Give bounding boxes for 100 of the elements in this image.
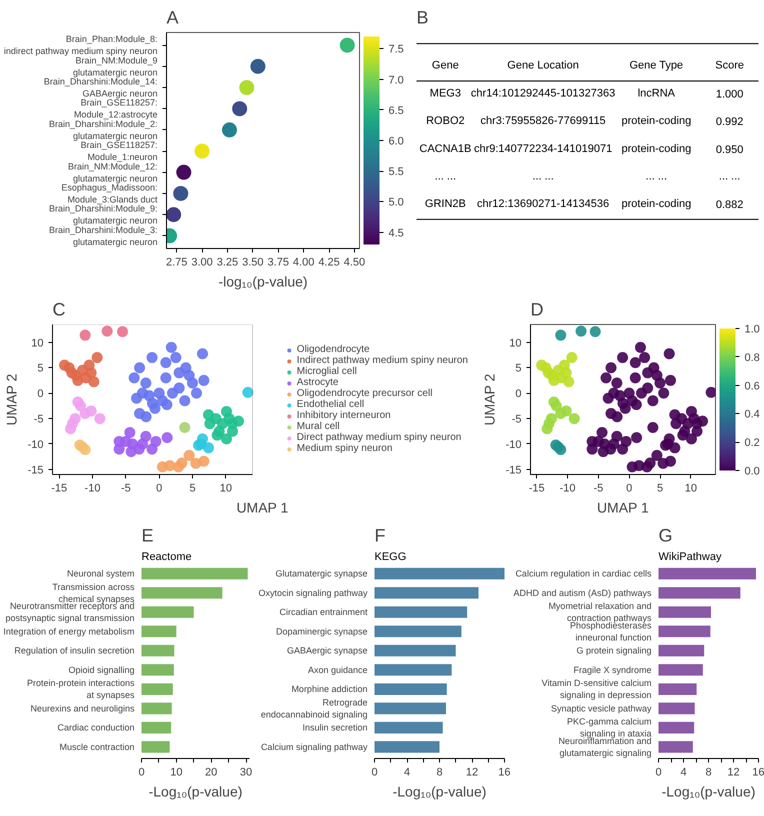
y-tick-label: Brain_Dharshini:Module_2: glutamatergic neuron bbox=[48, 118, 158, 141]
x-tick-label: -15 bbox=[528, 482, 545, 494]
text: chr14:101292445-101327363 bbox=[470, 87, 616, 100]
text: 1.000 bbox=[716, 88, 744, 100]
y-tick-label: Calcium signaling pathway bbox=[260, 742, 368, 752]
x-tick-label: 16 bbox=[752, 766, 764, 778]
y-tick-label: 5 bbox=[515, 362, 522, 375]
text: D bbox=[530, 300, 544, 320]
color-bar-label: 5.0 bbox=[388, 196, 404, 209]
x-tick-label: 4.00 bbox=[292, 256, 314, 268]
y-tick-label: Brain_NM:Module_9 glutamatergic neuron bbox=[72, 55, 158, 78]
y-tick-label: Synaptic vesicle pathway bbox=[550, 703, 652, 714]
x-axis-title: UMAP 1 bbox=[596, 500, 650, 516]
y-tick-label: Myometrial relaxation and contraction pathways bbox=[548, 601, 652, 624]
text: 0.950 bbox=[716, 144, 744, 156]
legend-label: Microglial cell bbox=[296, 366, 357, 377]
x-axis-title: -Log₁₀(p-value) bbox=[662, 784, 756, 800]
text: CACNA1B bbox=[419, 142, 472, 155]
y-axis-title: UMAP 2 bbox=[4, 373, 20, 426]
x-tick-label: 0 bbox=[138, 766, 145, 778]
y-tick-label: Calcium regulation in cardiac cells bbox=[515, 568, 652, 579]
color-bar-label: 7.0 bbox=[388, 74, 404, 86]
y-tick-label: Brain_GSE118257: Module_12:astrocyte bbox=[74, 98, 158, 120]
legend-label: Mural cell bbox=[296, 421, 340, 432]
y-tick-label: Regulation of insulin secretion bbox=[14, 646, 135, 656]
y-tick-label: Brain_Dharshini:Module_3: glutamatergic neuron bbox=[48, 224, 158, 247]
x-axis-title: UMAP 1 bbox=[236, 500, 289, 516]
y-tick-label: Protein-protein interactions at synapses bbox=[26, 678, 135, 700]
x-tick-label: 4.25 bbox=[318, 256, 340, 268]
color-bar-label: 5.5 bbox=[388, 166, 404, 178]
x-tick-label: 4 bbox=[404, 766, 410, 778]
text: ... ... bbox=[718, 170, 740, 182]
y-tick-label: Opioid signalling bbox=[68, 664, 135, 675]
y-tick-label: Circadian entrainment bbox=[279, 607, 368, 618]
x-tick-label: 3.75 bbox=[268, 256, 289, 268]
y-tick-label: Cardiac conduction bbox=[57, 722, 134, 733]
y-tick-label: GABAergic synapse bbox=[286, 646, 368, 656]
y-axis-title: UMAP 2 bbox=[482, 373, 498, 426]
x-tick-label: 0 bbox=[655, 766, 662, 778]
y-tick-label: -5 bbox=[512, 414, 522, 426]
legend-label: Endothelial cell bbox=[296, 399, 364, 410]
x-tick-label: 3.25 bbox=[216, 256, 238, 268]
chart-title: Reactome bbox=[142, 551, 192, 564]
x-tick-label: 0 bbox=[371, 766, 378, 778]
y-tick-label: 10 bbox=[31, 337, 44, 350]
y-tick-label: Fragile X syndrome bbox=[573, 664, 652, 675]
color-bar-label: 0.0 bbox=[744, 466, 760, 478]
text: 0.882 bbox=[716, 199, 744, 212]
y-tick-label: Glutamatergic synapse bbox=[275, 568, 368, 579]
color-bar-label: 0.6 bbox=[744, 380, 760, 392]
y-tick-label: Neurexins and neuroligins bbox=[30, 703, 135, 714]
legend-label: Direct pathway medium spiny neuron bbox=[296, 432, 462, 443]
y-tick-label: Brain_Dharshini:Module_14: GABAergic neuron bbox=[44, 76, 158, 99]
y-tick-label: 10 bbox=[509, 337, 522, 350]
x-tick-label: 20 bbox=[205, 766, 218, 778]
text: ROBO2 bbox=[426, 115, 465, 128]
color-bar-label: 0.2 bbox=[744, 437, 760, 450]
y-tick-label: PKC-gamma calcium signaling in ataxia bbox=[566, 716, 652, 739]
text: 0.992 bbox=[716, 116, 744, 128]
color-bar-label: 1.0 bbox=[744, 324, 760, 336]
y-tick-label: Axon guidance bbox=[308, 664, 368, 675]
x-tick-label: 16 bbox=[498, 766, 511, 778]
y-tick-label: Neuronal system bbox=[66, 568, 135, 579]
y-tick-label: Oxytocin signaling pathway bbox=[258, 588, 368, 598]
y-tick-label: -15 bbox=[28, 464, 44, 476]
y-tick-label: 0 bbox=[37, 388, 44, 400]
x-tick-label: 12 bbox=[466, 766, 478, 778]
legend-label: Indirect pathway medium spiny neuron bbox=[296, 355, 468, 366]
category-label: Gene bbox=[432, 60, 459, 72]
y-tick-label: -10 bbox=[506, 438, 522, 451]
y-tick-label: Esophagus_Madissoon: Module_3:Glands duct bbox=[61, 182, 158, 204]
text: ... ... bbox=[646, 170, 668, 182]
text: G bbox=[658, 526, 673, 546]
y-tick-label: Integration of energy metabolism bbox=[3, 626, 135, 636]
y-tick-label: Brain_GSE118257: Module_1:neuron bbox=[80, 140, 158, 162]
text: ... ... bbox=[532, 170, 554, 182]
x-tick-label: 0 bbox=[626, 482, 632, 494]
x-tick-label: 10 bbox=[684, 482, 697, 494]
y-tick-label: -15 bbox=[506, 464, 522, 476]
y-tick-label: Brain_NM:Module_12: glutamatergic neuron bbox=[68, 161, 158, 184]
y-tick-label: -10 bbox=[28, 438, 44, 451]
text: protein-coding bbox=[621, 115, 692, 128]
legend-label: Astrocyte bbox=[296, 377, 338, 388]
category-label: Gene Location bbox=[507, 60, 579, 72]
y-tick-label: -5 bbox=[34, 414, 44, 426]
legend-label: Oligodendrocyte bbox=[296, 344, 370, 355]
text: chr12:13690271-14134536 bbox=[477, 198, 610, 210]
y-tick-label: 0 bbox=[515, 388, 522, 400]
x-tick-label: 30 bbox=[240, 766, 252, 778]
x-tick-label: 10 bbox=[170, 766, 182, 778]
text: protein-coding bbox=[621, 198, 692, 210]
y-tick-label: Transmission across chemical synapses bbox=[52, 582, 135, 604]
legend-label: Oligodendrocyte precursor cell bbox=[296, 388, 432, 399]
text: E bbox=[142, 526, 154, 546]
text: ... ... bbox=[434, 170, 456, 182]
x-tick-label: 8 bbox=[705, 766, 712, 778]
color-bar-label: 6.0 bbox=[388, 136, 404, 148]
color-bar-label: 0.8 bbox=[744, 352, 760, 364]
legend-label: Inhibitory interneuron bbox=[296, 410, 391, 421]
x-axis-title: -Log₁₀(p-value) bbox=[148, 784, 242, 800]
